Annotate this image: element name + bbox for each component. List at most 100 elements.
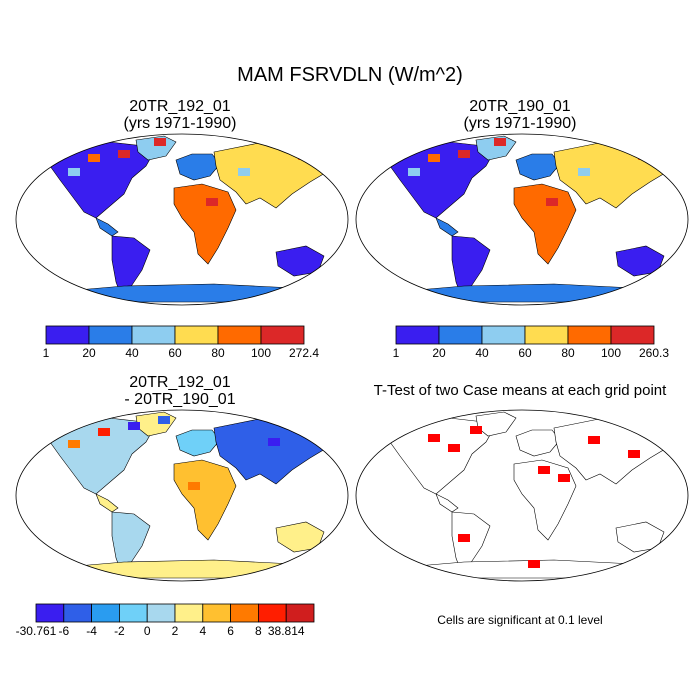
continent-central-america: [95, 217, 119, 237]
colorbar-swatch: [260, 325, 305, 345]
globe-outline: [355, 409, 689, 582]
colorbar-swatch: [174, 603, 204, 623]
grid-cell-5: [248, 158, 260, 166]
colorbar-swatch: [438, 325, 483, 345]
colorbar-tick-label: 272.4: [289, 346, 319, 360]
colorbar-tick-label: -4: [86, 624, 97, 638]
grid-cell-3: [538, 466, 550, 474]
colorbar-swatch: [395, 325, 440, 345]
grid-cell-2: [470, 426, 482, 434]
colorbar-3: -30.761 -6 -4 -2 0 2 4 6 8 38.814: [16, 603, 315, 638]
main-title: MAM FSRVDLN (W/m^2): [237, 64, 463, 86]
map-panel-1: [15, 133, 349, 306]
colorbar-swatch: [131, 325, 176, 345]
grid-cell-6: [628, 450, 640, 458]
colorbar-swatch: [610, 325, 655, 345]
colorbar-tick-label: -2: [114, 624, 125, 638]
grid-cell-0: [428, 154, 440, 162]
continent-north-america: [43, 141, 155, 219]
panel3-title: 20TR_192_01: [129, 374, 231, 391]
colorbar-1: 1 20 40 60 80 100 272.4: [43, 325, 319, 360]
colorbar-swatch: [63, 603, 92, 623]
colorbar-tick-label: 4: [199, 624, 206, 638]
globe-outline: [15, 409, 349, 582]
colorbar-tick-label: 0: [144, 624, 151, 638]
continent-europe: [515, 153, 561, 181]
grid-cell-1: [118, 150, 130, 158]
grid-cell-5: [588, 436, 600, 444]
panel1-title: 20TR_192_01: [129, 98, 231, 115]
grid-cell-0: [88, 154, 100, 162]
continent-europe: [175, 153, 221, 181]
grid-cell-3: [248, 432, 260, 440]
grid-cell-4: [534, 194, 546, 202]
colorbar-swatch: [285, 603, 315, 623]
panel2-subtitle: (yrs 1971-1990): [463, 115, 577, 132]
continent-north-america: [383, 417, 495, 495]
colorbar-tick-label: 6: [227, 624, 234, 638]
continent-central-america: [435, 217, 459, 237]
grid-cell-5: [208, 466, 220, 474]
grid-cell-0: [428, 434, 440, 442]
map-panel-2: [355, 133, 689, 306]
grid-cell-7: [308, 426, 320, 434]
grid-cell-3: [546, 198, 558, 206]
globe-outline: [355, 133, 689, 306]
colorbar-tick-label: 1: [43, 346, 50, 360]
grid-cell-4: [268, 438, 280, 446]
continent-europe: [515, 429, 561, 457]
continent-central-america: [95, 493, 119, 513]
panel1-subtitle: (yrs 1971-1990): [123, 115, 237, 132]
continent-africa: [173, 183, 237, 265]
panel4-title: T-Test of two Case means at each grid po…: [373, 382, 667, 399]
colorbar-swatch: [481, 325, 526, 345]
grid-cell-2: [158, 416, 170, 424]
colorbar-tick-label: -30.761: [16, 624, 57, 638]
significance-note: Cells are significant at 0.1 level: [437, 613, 603, 627]
colorbar-tick-label: 100: [251, 346, 271, 360]
colorbar-tick-label: 60: [168, 346, 182, 360]
grid-cell-1: [458, 150, 470, 158]
colorbar-tick-label: 1: [393, 346, 400, 360]
colorbar-swatch: [35, 603, 65, 623]
continent-north-america: [43, 417, 155, 495]
grid-cell-9: [528, 560, 540, 568]
continent-europe: [175, 429, 221, 457]
map-panel-3: [15, 409, 349, 582]
globe-outline: [15, 133, 349, 306]
colorbar-tick-label: 8: [255, 624, 262, 638]
colorbar-2: 1 20 40 60 80 100 260.3: [393, 325, 669, 360]
colorbar-tick-label: 100: [601, 346, 621, 360]
continent-africa: [173, 459, 237, 541]
colorbar-tick-label: 20: [432, 346, 446, 360]
grid-cell-2: [154, 138, 166, 146]
colorbar-tick-label: 80: [561, 346, 575, 360]
colorbar-swatch: [567, 325, 612, 345]
colorbar-swatch: [88, 325, 133, 345]
grid-cell-4: [194, 194, 206, 202]
grid-cell-2: [494, 138, 506, 146]
colorbar-swatch: [146, 603, 176, 623]
colorbar-tick-label: 40: [475, 346, 489, 360]
colorbar-swatch: [202, 603, 232, 623]
colorbar-swatch: [119, 603, 148, 623]
colorbar-swatch: [45, 325, 90, 345]
colorbar-swatch: [257, 603, 287, 623]
colorbar-tick-label: 38.814: [268, 624, 305, 638]
grid-cell-8: [458, 534, 470, 542]
grid-cell-8: [68, 168, 80, 176]
grid-cell-7: [238, 168, 250, 176]
continent-africa: [513, 183, 577, 265]
panel3-subtitle: - 20TR_190_01: [124, 391, 236, 408]
grid-cell-1: [448, 444, 460, 452]
continent-central-america: [435, 493, 459, 513]
grid-cell-6: [638, 152, 650, 160]
grid-cell-4: [558, 474, 570, 482]
grid-cell-3: [206, 198, 218, 206]
colorbar-swatch: [217, 325, 262, 345]
colorbar-swatch: [524, 325, 569, 345]
colorbar-tick-label: 2: [172, 624, 179, 638]
panel2-title: 20TR_190_01: [469, 98, 571, 115]
colorbar-tick-label: 20: [82, 346, 96, 360]
grid-cell-7: [640, 426, 652, 434]
